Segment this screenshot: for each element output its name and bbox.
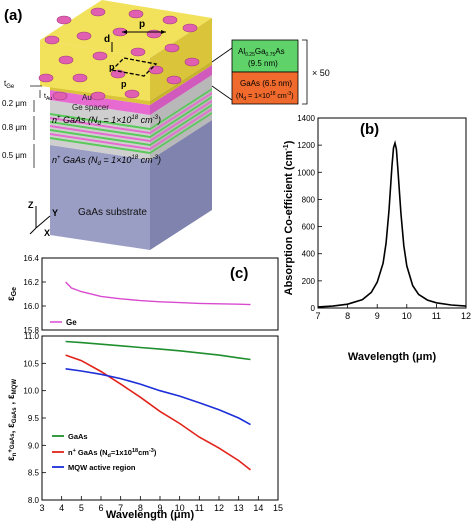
panel-c-bottom-xtick-label: 3: [39, 503, 44, 513]
gaas-legend-line2: (Nd = 1×1018 cm-3): [236, 91, 294, 102]
panel-c-label: (c): [230, 265, 248, 282]
panel-b-xlabel: Wavelength (μm): [348, 351, 437, 363]
panel-b-ytick-label: 400: [302, 250, 316, 259]
gold-side-face: [150, 18, 212, 101]
algaas-legend-line1: Al0.25Ga0.75As: [238, 47, 285, 58]
panel-c-bottom-ytick-label: 11.0: [24, 332, 40, 341]
panel-c-bottom-series-line-1: [65, 354, 251, 471]
panel-b-xtick-label: 7: [315, 311, 320, 321]
dim-0-5-um: 0.5 μm: [2, 151, 27, 160]
panel-b-series-line-0: [317, 140, 467, 308]
gaas-legend-line1: GaAs (6.5 nm): [240, 79, 292, 88]
panel-c-bottom-ytick-label: 10.0: [23, 387, 39, 396]
substrate-side: [150, 120, 212, 250]
panel-b-xtick-label: 10: [402, 311, 412, 321]
panel-c-bottom-xtick-label: 7: [118, 503, 123, 513]
panel-b-label: (b): [360, 121, 379, 138]
unit-cell-p-left: p: [109, 62, 115, 72]
panel-a: (a) GaAs substrate: [2, 0, 330, 250]
panel-c-top-ylabel: εGe: [6, 287, 18, 301]
panel-c-xlabel: Wavelength (μm): [106, 509, 195, 521]
diameter-label: d: [104, 34, 110, 45]
substrate-label: GaAs substrate: [78, 207, 147, 218]
panel-c-legend-label-2: MQW active region: [68, 463, 136, 472]
panel-c-bottom-ytick-label: 9.5: [28, 414, 40, 423]
panel-c-bottom-xtick-label: 14: [253, 503, 263, 513]
axis-y-label: Y: [52, 208, 58, 218]
gold-top-surface: [40, 0, 212, 58]
panel-b-xtick-label: 8: [345, 311, 350, 321]
au-side: [150, 61, 212, 105]
panel-c-bottom-xtick-label: 10: [175, 503, 185, 513]
panel-c-bottom-xtick-label: 4: [59, 503, 64, 513]
t-ge-label: tGe: [4, 79, 15, 90]
panel-b-frame: [317, 117, 467, 309]
panel-c-bottom-ytick-label: 8.5: [28, 469, 40, 478]
mqw-stack-front: [50, 112, 150, 155]
panel-a-label: (a): [4, 7, 22, 24]
ge-spacer-side: [150, 65, 212, 115]
panel-c-top-ytick-label: 16.2: [23, 278, 39, 287]
panel-c-legend-label-1: n+ GaAs (Nd=1x1018cm-3): [68, 448, 157, 459]
panel-b-xtick-label: 9: [375, 311, 380, 321]
au-layer-label: Au: [82, 93, 92, 102]
panel-c-bottom-xtick-label: 6: [98, 503, 103, 513]
panel-c-top-series-line-0: [65, 281, 251, 306]
nplus-bottom-label: n+ GaAs (Nd = 1×1018 cm-3): [52, 155, 161, 167]
panel-c-bottom-xtick-label: 11: [195, 503, 204, 513]
substrate-front: [50, 145, 150, 250]
repeat-label: × 50: [312, 68, 330, 78]
gold-front-face: [40, 40, 150, 101]
panel-c-chart: (c) εGe εn+GaAs, εGaAs , εMQW Wavelength…: [6, 254, 283, 521]
panel-c-bottom-ytick-label: 10.5: [23, 359, 39, 368]
panel-b-chart: (b) Absorption Co-efficient (cm-1) Wavel…: [283, 114, 471, 363]
axis-z-label: Z: [28, 200, 34, 210]
panel-b-ytick-label: 800: [302, 195, 316, 204]
panel-c-top-ytick-label: 16.4: [23, 254, 39, 263]
panel-b-ytick-label: 600: [302, 223, 316, 232]
panel-c-bottom-series-line-0: [65, 340, 251, 361]
panel-b-xtick-label: 12: [461, 311, 471, 321]
panel-c-top-ytick-label: 15.8: [23, 326, 39, 335]
panel-c-top-frame: [41, 257, 279, 331]
panel-c-bottom-xtick-label: 9: [157, 503, 162, 513]
panel-c-legend-label-0: GaAs: [68, 432, 88, 441]
ge-spacer-front: [50, 90, 150, 115]
panel-c-bottom-ytick-label: 9.0: [28, 441, 40, 450]
panel-c-bottom-xtick-label: 8: [138, 503, 143, 513]
dim-0-2-um: 0.2 μm: [2, 99, 27, 108]
panel-c-bottom-xtick-label: 12: [214, 503, 224, 513]
panel-c-bottom-xtick-label: 13: [234, 503, 244, 513]
panel-b-xtick-label: 11: [432, 311, 441, 321]
unit-cell-outline: [110, 57, 158, 77]
mqw-stack-side: [150, 88, 212, 154]
t-au-label: tAu: [44, 93, 52, 102]
panel-c-bottom-xtick-label: 15: [273, 503, 283, 513]
algaas-legend-line2: (9.5 nm): [248, 59, 278, 68]
panel-b-ytick-label: 200: [302, 277, 316, 286]
panel-c-bottom-series-line-2: [65, 368, 251, 426]
hole-array: [38, 7, 200, 101]
axis-x-label: X: [44, 228, 50, 238]
panel-c-bottom-xtick-label: 5: [79, 503, 84, 513]
unit-cell-p-bottom: p: [121, 79, 127, 89]
ge-spacer-label: Ge spacer: [72, 103, 109, 112]
gaas-legend-box: [231, 71, 299, 105]
panel-b-ytick-label: 0: [311, 304, 316, 313]
panel-b-ytick-label: 1000: [297, 168, 315, 177]
panel-c-bottom-ytick-label: 8.0: [28, 496, 40, 505]
panel-c-top-legend-label: Ge: [66, 318, 77, 327]
panel-c-bottom-ylabel: εn+GaAs, εGaAs , εMQW: [6, 379, 18, 461]
period-label: p: [139, 19, 145, 30]
nplus-top-label: n+ GaAs (Nd = 1×1018 cm-3): [52, 115, 161, 127]
repeat-bracket: [302, 39, 308, 105]
dim-0-8-um: 0.8 μm: [2, 123, 27, 132]
panel-b-ytick-label: 1400: [297, 114, 315, 123]
panel-b-ytick-label: 1200: [297, 141, 315, 150]
panel-c-top-ytick-label: 16.0: [23, 302, 39, 311]
panel-c-bottom-frame: [41, 335, 279, 501]
axes-triad: [29, 206, 51, 235]
panel-b-ylabel: Absorption Co-efficient (cm-1): [283, 140, 295, 295]
